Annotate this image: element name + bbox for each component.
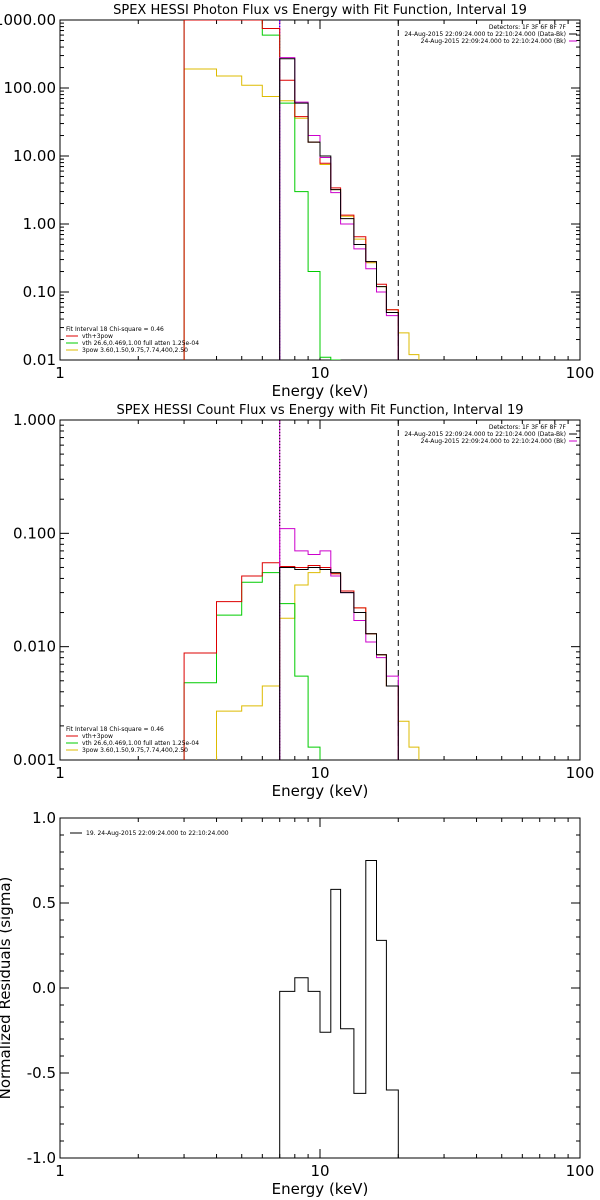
x-tick-label: 100 [566, 764, 595, 782]
panel-1: SPEX HESSI Photon Flux vs Energy with Fi… [0, 3, 594, 400]
y-tick-label: -1.0 [27, 1149, 56, 1167]
legend-item: vth+3pow [82, 333, 113, 340]
data-layer [183, 20, 420, 360]
y-tick-label: 0.0 [32, 979, 56, 997]
y-tick-label: 100.00 [4, 79, 57, 97]
annotation-text: 24-Aug-2015 22:09:24.000 to 22:10:24.000… [421, 38, 566, 45]
series-vth [183, 572, 321, 760]
annotation-text: Detectors: 1F 3F 6F 8F 7F [489, 24, 567, 31]
data-layer [183, 420, 420, 760]
plot-frame [59, 817, 581, 1159]
x-tick-label: 10 [310, 364, 329, 382]
series-3pow [216, 567, 420, 760]
series-data-minus-bk [279, 567, 399, 760]
y-tick-label: 0.5 [32, 894, 56, 912]
y-tick-label: 0.10 [23, 283, 56, 301]
chart-title: SPEX HESSI Count Flux vs Energy with Fit… [116, 403, 523, 418]
y-tick-label: 0.010 [13, 638, 56, 656]
series-19-24-aug-2015-22-09-24-000-to-22-10-24-000 [279, 860, 399, 1158]
panel-3: 1 10 100 1.0 0.5 0.0 -0.5 -1.0 Energy (keV) Norma… [0, 809, 594, 1198]
x-tick-label: 1 [55, 364, 65, 382]
annotation-text: 24-Aug-2015 22:09:24.000 to 22:10:24.000… [404, 31, 566, 38]
series-data-minus-bk [279, 58, 399, 360]
legend-header: Fit Interval 18 Chi-square = 0.46 [66, 726, 164, 733]
legend-item: vth+3pow [82, 733, 113, 740]
y-tick-label: 0.100 [13, 524, 56, 542]
y-axis-label: Normalized Residuals (sigma) [0, 877, 14, 1100]
x-axis-label: Energy (keV) [272, 1180, 369, 1198]
y-tick-label: 10.00 [13, 147, 56, 165]
annotation-text: 24-Aug-2015 22:09:24.000 to 22:10:24.000… [421, 438, 566, 445]
y-tick-label: 0.001 [13, 751, 56, 769]
plot-frame [59, 419, 581, 761]
series-background [279, 528, 399, 760]
y-tick-label: 0.01 [23, 351, 56, 369]
series-3pow [183, 68, 420, 360]
x-tick-label: 100 [566, 1162, 595, 1180]
data-layer [279, 860, 399, 1158]
x-tick-label: 10 [310, 764, 329, 782]
legend-item: 3pow 3.60,1.50,9.75,7.74,400,2.50 [82, 347, 188, 354]
x-axis-label: Energy (keV) [272, 382, 369, 400]
y-tick-label: 1.00 [23, 215, 56, 233]
y-tick-label: 1000.00 [0, 11, 56, 29]
y-tick-label: -0.5 [27, 1064, 56, 1082]
legend-item: vth 26.6,0.469,1.00 full atten 1.25e-04 [82, 340, 199, 347]
annotation-text: Detectors: 1F 3F 6F 8F 7F [489, 424, 567, 431]
panel-2: SPEX HESSI Count Flux vs Energy with Fit… [13, 403, 594, 800]
y-tick-label: 1.0 [32, 809, 56, 827]
x-tick-label: 1 [55, 1162, 65, 1180]
x-tick-label: 10 [310, 1162, 329, 1180]
legend-item: vth 26.6,0.469,1.00 full atten 1.25e-04 [82, 740, 199, 747]
annotation-text: 24-Aug-2015 22:09:24.000 to 22:10:24.000… [404, 431, 566, 438]
x-tick-label: 1 [55, 764, 65, 782]
x-axis-label: Energy (keV) [272, 782, 369, 800]
y-tick-label: 1.000 [13, 411, 56, 429]
chart-title: SPEX HESSI Photon Flux vs Energy with Fi… [113, 3, 527, 18]
legend-header: Fit Interval 18 Chi-square = 0.46 [66, 326, 164, 333]
series-vth [183, 20, 341, 360]
x-tick-label: 100 [566, 364, 595, 382]
legend-item: 19. 24-Aug-2015 22:09:24.000 to 22:10:24… [86, 830, 229, 837]
legend-item: 3pow 3.60,1.50,9.75,7.74,400,2.50 [82, 747, 188, 754]
